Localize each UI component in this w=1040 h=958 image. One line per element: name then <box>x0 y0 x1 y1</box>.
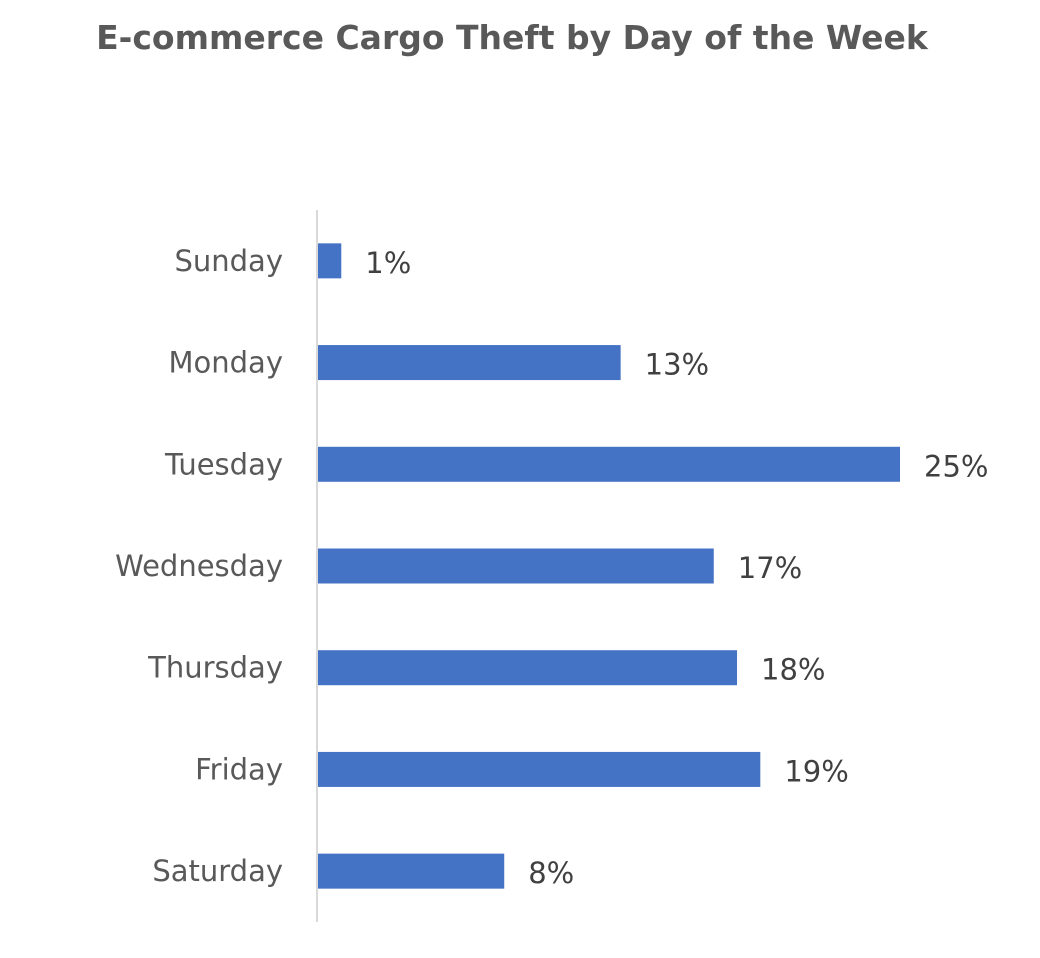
bar-tuesday <box>318 446 900 482</box>
category-label-thursday: Thursday <box>147 651 283 685</box>
bar-monday <box>318 345 621 381</box>
category-label-monday: Monday <box>169 346 284 380</box>
bar-thursday <box>318 650 738 686</box>
bar-wednesday <box>318 548 714 584</box>
value-label-friday: 19% <box>784 754 848 788</box>
bar-sunday <box>318 243 342 279</box>
value-label-saturday: 8% <box>528 856 574 890</box>
bar-saturday <box>318 853 505 889</box>
category-label-friday: Friday <box>195 752 283 786</box>
value-labels-group: 1% 13% 25% 17% 18% 19% 8% <box>365 246 988 890</box>
category-labels-group: Sunday Monday Tuesday Wednesday Thursday Frid… <box>115 244 283 888</box>
bars-group <box>318 243 900 889</box>
value-label-tuesday: 25% <box>924 449 988 483</box>
category-label-sunday: Sunday <box>174 244 283 278</box>
value-label-monday: 13% <box>645 348 709 382</box>
value-label-wednesday: 17% <box>738 551 802 585</box>
value-label-sunday: 1% <box>365 246 411 280</box>
chart-title: E-commerce Cargo Theft by Day of the Wee… <box>96 18 928 57</box>
value-label-thursday: 18% <box>761 653 825 687</box>
category-label-saturday: Saturday <box>152 854 283 888</box>
category-label-wednesday: Wednesday <box>115 549 283 583</box>
category-label-tuesday: Tuesday <box>164 447 283 481</box>
bar-friday <box>318 751 761 787</box>
